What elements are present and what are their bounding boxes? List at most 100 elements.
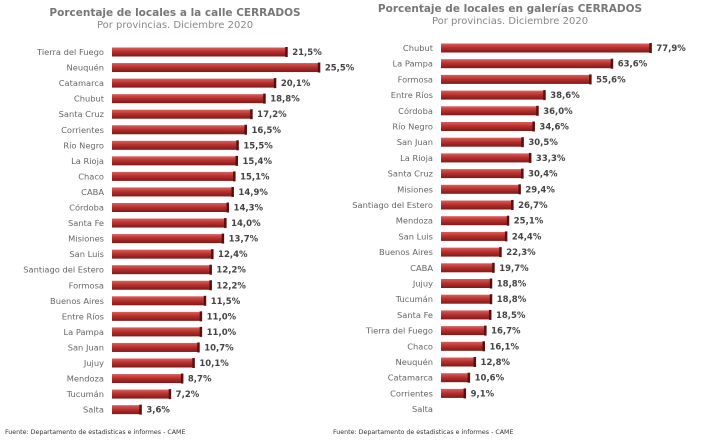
value-label: 12,2% xyxy=(216,266,246,276)
value-label: 9,1% xyxy=(471,389,495,399)
bar-end xyxy=(504,231,508,242)
bar-end xyxy=(250,109,253,120)
value-label: 11,0% xyxy=(207,312,237,322)
bar xyxy=(441,231,507,241)
value-label: 7,2% xyxy=(176,390,200,400)
value-label: 15,1% xyxy=(240,172,270,182)
value-label: 12,8% xyxy=(481,358,511,368)
bar xyxy=(112,311,202,321)
value-label: 24,4% xyxy=(512,232,542,242)
value-label: 22,3% xyxy=(506,248,536,258)
bar-end xyxy=(203,295,207,306)
bar-end xyxy=(192,358,195,368)
bar-end xyxy=(518,184,521,195)
value-label: 16,5% xyxy=(251,126,281,136)
bar-end xyxy=(467,372,471,383)
bar-end xyxy=(233,171,236,182)
bar xyxy=(112,234,224,244)
value-label: 10,7% xyxy=(204,343,234,353)
category-label: Jujuy xyxy=(83,358,104,368)
bar-end xyxy=(492,262,495,273)
value-label: 10,6% xyxy=(475,374,505,384)
chart-locales-galerias: Porcentaje de locales en galerías CERRAD… xyxy=(333,3,686,436)
value-label: 26,7% xyxy=(518,201,548,211)
bar-end xyxy=(649,43,652,53)
category-label: San Juan xyxy=(68,342,104,352)
category-label: Santiago del Estero xyxy=(352,200,433,210)
bar-end xyxy=(211,249,214,260)
value-label: 15,4% xyxy=(243,157,273,167)
bar xyxy=(112,156,238,166)
bar xyxy=(441,263,495,273)
bar-end xyxy=(236,140,239,151)
bar xyxy=(441,137,524,147)
bar xyxy=(112,249,214,259)
bar xyxy=(112,374,183,384)
bar xyxy=(441,153,531,163)
category-label: Salta xyxy=(412,404,433,414)
category-label: Formosa xyxy=(398,74,433,84)
bar xyxy=(112,109,253,119)
value-label: 12,2% xyxy=(216,281,246,291)
category-label: Corrientes xyxy=(61,125,104,135)
category-label: San Luis xyxy=(69,249,104,259)
value-label: 16,7% xyxy=(491,327,521,337)
bar xyxy=(441,247,502,257)
bar-end xyxy=(199,326,203,337)
category-label: Córdoba xyxy=(398,106,433,116)
value-label: 29,4% xyxy=(525,185,555,195)
value-label: 55,6% xyxy=(596,75,626,85)
bar xyxy=(112,125,247,135)
category-label: Corrientes xyxy=(390,388,433,398)
value-label: 17,2% xyxy=(257,110,287,120)
bar xyxy=(441,90,546,100)
bar-end xyxy=(484,325,487,336)
value-label: 11,5% xyxy=(211,297,241,307)
bar-end xyxy=(532,121,535,132)
bar-end xyxy=(226,202,230,213)
category-label: Tucumán xyxy=(395,294,433,304)
bar-end xyxy=(463,388,467,399)
bar xyxy=(112,187,234,197)
value-label: 77,9% xyxy=(656,44,686,54)
bar-end xyxy=(528,152,532,163)
bar xyxy=(112,171,236,181)
category-label: CABA xyxy=(410,263,433,273)
category-label: Entre Ríos xyxy=(62,311,104,321)
value-label: 18,5% xyxy=(496,311,526,321)
category-label: Santa Fe xyxy=(68,218,104,228)
bar-end xyxy=(610,58,614,69)
category-label: La Pampa xyxy=(64,327,105,337)
value-label: 34,6% xyxy=(539,123,569,133)
category-label: Neuquén xyxy=(396,357,433,367)
bar xyxy=(441,59,613,69)
bar xyxy=(112,78,276,88)
bar-end xyxy=(209,264,212,275)
chart-subtitle: Por provincias. Diciembre 2020 xyxy=(97,20,253,31)
category-label: Tucumán xyxy=(66,389,104,399)
bar xyxy=(112,342,200,352)
category-label: San Luis xyxy=(398,231,433,241)
bar xyxy=(441,122,535,131)
bar-end xyxy=(168,389,172,400)
category-label: Neuquén xyxy=(67,63,104,73)
value-label: 8,7% xyxy=(188,375,212,385)
bar-end xyxy=(589,74,592,85)
value-label: 15,5% xyxy=(243,141,273,151)
bar xyxy=(441,357,476,367)
category-label: Santa Cruz xyxy=(59,109,104,119)
bar xyxy=(441,200,514,210)
chart-subtitle: Por provincias. Diciembre 2020 xyxy=(432,16,588,27)
bar xyxy=(441,388,466,398)
bar xyxy=(112,265,212,275)
bar-end xyxy=(521,137,524,148)
category-label: Tierra del Fuego xyxy=(36,47,104,57)
bar-end xyxy=(317,62,321,73)
value-label: 18,8% xyxy=(270,95,300,105)
category-label: Buenos Aires xyxy=(50,296,104,306)
value-label: 14,0% xyxy=(231,219,261,229)
category-label: Catamarca xyxy=(388,373,433,383)
value-label: 18,8% xyxy=(497,280,527,290)
bar xyxy=(441,294,492,304)
